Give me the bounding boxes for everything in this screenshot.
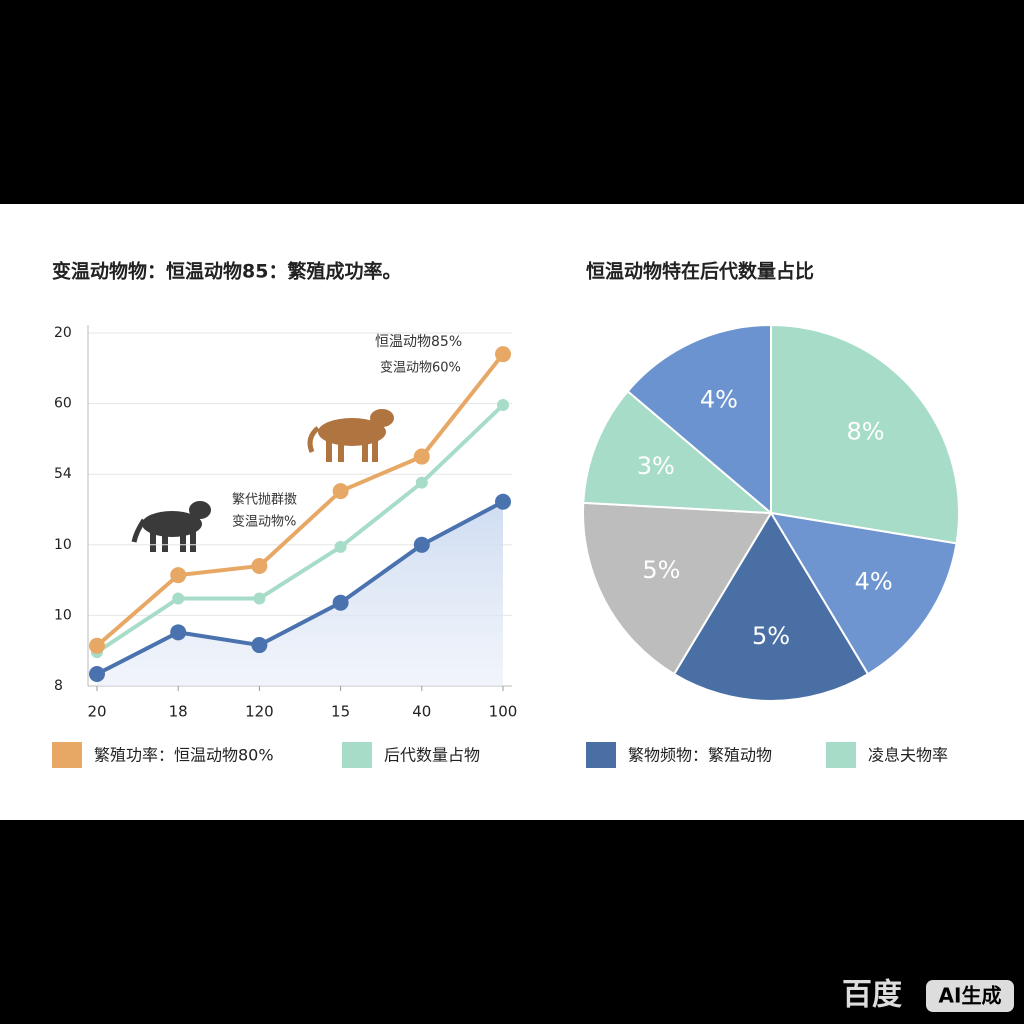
data-label: 5% (752, 622, 790, 650)
x-tick-label: 18 (169, 703, 188, 721)
point (332, 483, 349, 500)
legend-label: 后代数量占物 (384, 746, 480, 765)
point (334, 540, 347, 553)
point (170, 567, 187, 584)
y-tick-label: 10 (54, 607, 72, 623)
chart-title: 变温动物物：恒温动物85：繁殖成功率。 (52, 260, 401, 283)
point (413, 448, 430, 465)
y-tick-label: 20 (54, 325, 72, 341)
point (497, 399, 509, 412)
y-tick-label: 54 (54, 466, 72, 482)
legend-label: 繁物频物：繁殖动物 (628, 746, 772, 765)
y-tick-label: 10 (54, 537, 72, 553)
pie-slice (582, 389, 774, 515)
point (89, 637, 105, 654)
legend-swatch (342, 742, 372, 768)
chart-title: 恒温动物特在后代数量占比 (586, 260, 814, 283)
point (170, 624, 187, 641)
line (95, 403, 505, 654)
annotation: 恒温动物85% (375, 334, 462, 350)
watermark: AI生成 (939, 984, 1002, 1008)
line (95, 352, 505, 648)
area (97, 501, 503, 686)
x-tick-label: 20 (87, 703, 106, 721)
point (89, 665, 105, 682)
x-tick-label: 120 (245, 703, 274, 721)
point (253, 592, 266, 605)
point (332, 594, 349, 611)
line (96, 499, 504, 676)
annotation: 变温动物% (232, 514, 296, 530)
pie-slice (582, 501, 773, 676)
legend-label: 繁殖功率：恒温动物80% (94, 746, 274, 765)
watermark-badge (926, 980, 1014, 1012)
data-label: 5% (642, 556, 680, 584)
point (251, 557, 268, 574)
point (172, 592, 185, 605)
animal-icon (131, 501, 211, 552)
point (495, 346, 511, 363)
point (251, 637, 268, 654)
y-tick-label: 8 (54, 678, 63, 694)
x-tick-label: 40 (412, 703, 431, 721)
data-label: 3% (637, 452, 675, 480)
pie-slice (770, 323, 960, 545)
data-label: 8% (847, 418, 885, 446)
pie-slice (672, 511, 870, 702)
legend-label: 凌息夫物率 (868, 746, 948, 765)
y-tick-label: 60 (54, 396, 72, 412)
legend-swatch (52, 742, 82, 768)
data-label: 4% (700, 385, 738, 413)
point (413, 536, 430, 553)
pie-slice (626, 323, 772, 516)
annotation: 繁代抛群擞 (232, 492, 297, 508)
data-label: 4% (855, 568, 893, 596)
point (415, 476, 428, 489)
point (495, 493, 511, 510)
watermark: 百度 (842, 978, 902, 1013)
pie-slice (769, 511, 958, 676)
animal-icon (307, 409, 394, 462)
x-tick-label: 15 (331, 703, 350, 721)
legend-swatch (586, 742, 616, 768)
x-tick-label: 100 (489, 703, 518, 721)
annotation: 变温动物60% (380, 360, 461, 376)
legend-swatch (826, 742, 856, 768)
